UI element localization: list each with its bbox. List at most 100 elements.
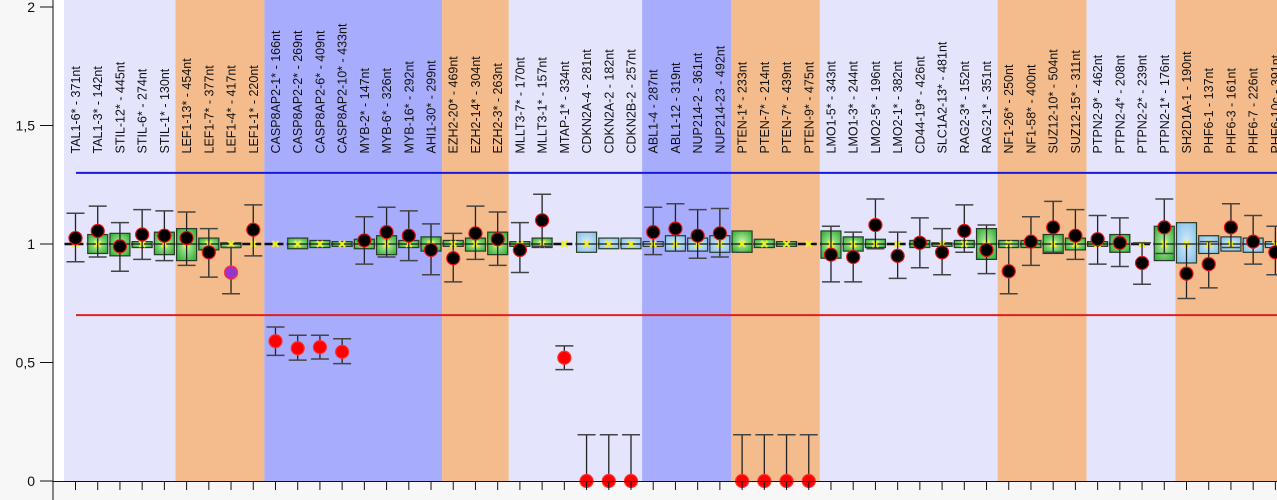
iqr-box — [731, 230, 753, 253]
column-label: EZH2-20* - 469nt — [447, 56, 461, 154]
group-band — [508, 0, 643, 481]
column-label: ABL1-4 - 287nt — [647, 69, 661, 154]
column-label: MLLT3-7* - 170nt — [513, 57, 527, 154]
sample-point — [246, 222, 261, 237]
column-label: ABL1-12 - 319nt — [669, 62, 683, 154]
reference-lines — [76, 171, 1277, 317]
sample-point — [90, 223, 105, 239]
column-label: NF1-58* - 400nt — [1024, 64, 1038, 153]
column-label: CD44-19* - 426nt — [913, 56, 927, 154]
sample-point — [890, 248, 905, 263]
column-label: PTPN2-2* - 239nt — [1136, 54, 1150, 153]
sample-point — [823, 247, 839, 262]
column-label: SUZ12-10* - 504nt — [1047, 49, 1061, 154]
column-label: LMO1-5* - 343nt — [824, 61, 838, 154]
sample-point — [868, 217, 883, 233]
mean-marker — [627, 240, 635, 248]
column-label: MYB-16* - 292nt — [402, 61, 416, 154]
sample-point — [668, 221, 683, 236]
sample-point — [1268, 245, 1277, 260]
column-label: AHI1-30* - 299nt — [425, 60, 439, 154]
y-tick-label: 1 — [27, 236, 35, 252]
sample-point — [1201, 257, 1216, 272]
mean-marker — [804, 240, 813, 248]
y-tick-label: 1,5 — [16, 118, 36, 134]
sample-point — [912, 235, 927, 250]
column-label: STIL-1* - 130nt — [158, 68, 172, 153]
column-label: LMO2-5* - 196nt — [869, 61, 883, 154]
sample-point — [690, 228, 705, 243]
column-label: LEF1-4* - 417nt — [225, 65, 239, 154]
sample-point — [379, 225, 394, 240]
sample-point — [846, 249, 861, 265]
mean-marker — [227, 240, 235, 248]
sample-point — [468, 226, 483, 241]
sample-point — [179, 230, 194, 246]
sample-point — [312, 339, 328, 355]
sample-point — [712, 226, 727, 241]
mean-marker — [582, 240, 591, 248]
column-label: CASP8AP2-2* - 269nt — [291, 30, 305, 154]
column-label: PTEN-1* - 233nt — [736, 61, 750, 153]
y-tick-label: 0,5 — [16, 355, 36, 371]
column-label: TAL1-6* - 371nt — [69, 66, 83, 154]
column-label: PTEN-9* - 475nt — [802, 61, 816, 153]
mean-marker — [338, 240, 346, 248]
column-label: STIL-12* - 445nt — [113, 61, 127, 153]
sample-point — [490, 232, 505, 247]
column-label: MLLT3-1* - 157nt — [536, 57, 550, 154]
column-label: PHF6-1 - 137nt — [1202, 68, 1216, 154]
column-label: PTEN-7* - 439nt — [780, 61, 794, 153]
sample-point — [401, 228, 416, 243]
column-label: STIL-6* - 274nt — [136, 68, 150, 153]
sample-point — [646, 225, 661, 240]
column-label: CDKN2A-4 - 281nt — [580, 49, 594, 154]
sample-point — [1179, 266, 1194, 281]
mean-marker — [605, 240, 613, 248]
mean-marker — [271, 240, 280, 248]
column-label: CASP8AP2-1* - 166nt — [269, 30, 283, 154]
column-label: EZH2-14* - 304nt — [469, 56, 483, 154]
column-label: SH2D1A-1 - 190nt — [1180, 51, 1194, 154]
sample-point — [268, 334, 283, 349]
sample-point — [1068, 228, 1083, 243]
sample-point — [934, 245, 950, 260]
sample-point — [1157, 220, 1172, 235]
plot-margin — [54, 0, 64, 481]
y-tick-label: 0 — [27, 473, 35, 489]
column-label: LEF1-13* - 454nt — [180, 58, 194, 154]
column-label: MYB-2* - 147nt — [358, 68, 372, 154]
column-label: LEF1-1* - 220nt — [247, 65, 261, 154]
column-label: PTEN-7* - 214nt — [758, 61, 772, 153]
sample-point — [1246, 234, 1261, 249]
column-label: MYB-6* - 326nt — [380, 68, 394, 154]
column-label: PHF6-3 - 161nt — [1224, 68, 1238, 154]
column-label: CDKN2A-2 - 182nt — [602, 49, 616, 154]
axes — [52, 0, 1277, 500]
column-label: SLC1A2-13* - 481nt — [936, 41, 950, 153]
sample-point — [112, 239, 128, 254]
mean-marker — [560, 240, 569, 248]
y-ticks: 0 0,5 1 1,5 2 — [16, 0, 53, 489]
mean-marker — [782, 240, 791, 248]
sample-point — [557, 350, 572, 365]
column-label: PTPN2-1* - 176nt — [1158, 54, 1172, 153]
sample-point — [1090, 232, 1105, 247]
sample-point — [135, 227, 150, 242]
sample-point — [201, 245, 216, 260]
column-label: PHF6-10c - 391nt — [1269, 54, 1277, 153]
iqr-box — [575, 231, 598, 253]
column-label: RAG2-3* - 152nt — [958, 61, 972, 154]
column-label: EZH2-3* - 263nt — [491, 63, 505, 154]
sample-point — [357, 233, 372, 248]
sample-point — [1001, 264, 1016, 279]
column-label: CASP8AP2-6* - 409nt — [313, 30, 327, 154]
sample-point — [423, 242, 439, 258]
column-label: LEF1-7* - 377nt — [202, 65, 216, 154]
sample-point — [68, 230, 83, 246]
sample-point — [957, 223, 972, 239]
column-label: NUP214-2 - 361nt — [691, 52, 705, 153]
column-label: CDKN2B-2 - 257nt — [625, 49, 639, 154]
column-label: PTPN2-4* - 208nt — [1113, 54, 1127, 153]
